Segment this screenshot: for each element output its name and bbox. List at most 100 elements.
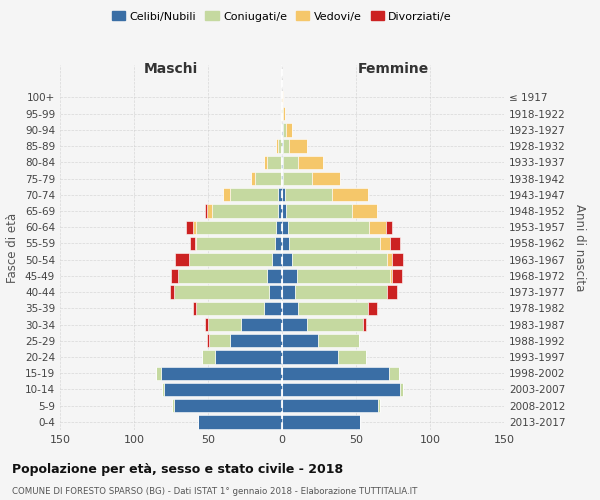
Bar — [282, 188, 285, 202]
Bar — [282, 318, 307, 331]
Bar — [378, 399, 380, 412]
Bar — [156, 366, 161, 380]
Bar — [251, 172, 256, 185]
Bar — [307, 318, 364, 331]
Bar — [392, 269, 402, 282]
Bar — [276, 220, 282, 234]
Bar — [174, 399, 282, 412]
Bar — [370, 220, 386, 234]
Bar — [390, 269, 392, 282]
Bar — [390, 237, 400, 250]
Bar — [178, 269, 267, 282]
Y-axis label: Fasce di età: Fasce di età — [7, 212, 19, 282]
Bar — [282, 334, 317, 347]
Bar — [297, 269, 390, 282]
Bar — [282, 204, 286, 218]
Bar — [282, 366, 389, 380]
Bar — [267, 156, 281, 169]
Bar — [202, 350, 215, 364]
Bar — [282, 156, 283, 169]
Bar — [282, 107, 283, 120]
Bar — [230, 334, 282, 347]
Bar — [162, 383, 164, 396]
Bar — [282, 91, 283, 104]
Bar — [172, 399, 174, 412]
Bar — [282, 302, 298, 315]
Bar — [387, 286, 397, 299]
Bar — [170, 286, 174, 299]
Bar — [282, 415, 361, 428]
Bar — [286, 204, 352, 218]
Bar — [189, 253, 272, 266]
Bar — [278, 204, 282, 218]
Bar — [171, 269, 178, 282]
Bar — [332, 188, 368, 202]
Bar — [282, 220, 288, 234]
Bar — [281, 156, 282, 169]
Bar — [282, 237, 289, 250]
Bar — [164, 383, 282, 396]
Bar — [212, 204, 278, 218]
Bar — [289, 140, 307, 153]
Bar — [208, 318, 241, 331]
Y-axis label: Anni di nascita: Anni di nascita — [574, 204, 586, 291]
Bar — [206, 334, 209, 347]
Bar — [311, 172, 340, 185]
Bar — [161, 366, 282, 380]
Bar — [283, 123, 286, 136]
Bar — [190, 237, 194, 250]
Bar — [281, 172, 282, 185]
Bar — [295, 286, 387, 299]
Text: COMUNE DI FORESTO SPARSO (BG) - Dati ISTAT 1° gennaio 2018 - Elaborazione TUTTIT: COMUNE DI FORESTO SPARSO (BG) - Dati IST… — [12, 488, 418, 496]
Bar — [186, 220, 193, 234]
Bar — [278, 140, 282, 153]
Bar — [278, 188, 282, 202]
Bar — [196, 302, 264, 315]
Bar — [267, 269, 282, 282]
Bar — [269, 286, 282, 299]
Bar — [386, 220, 392, 234]
Bar — [283, 156, 298, 169]
Bar — [193, 302, 196, 315]
Bar — [205, 318, 208, 331]
Bar — [256, 172, 281, 185]
Bar — [281, 123, 282, 136]
Bar — [400, 383, 403, 396]
Bar — [264, 156, 267, 169]
Bar — [317, 334, 359, 347]
Bar — [282, 286, 295, 299]
Bar — [206, 204, 212, 218]
Bar — [223, 188, 230, 202]
Bar — [364, 318, 367, 331]
Bar — [292, 253, 387, 266]
Bar — [174, 286, 269, 299]
Bar — [298, 156, 323, 169]
Legend: Celibi/Nubili, Coniugati/e, Vedovi/e, Divorziati/e: Celibi/Nubili, Coniugati/e, Vedovi/e, Di… — [107, 6, 457, 26]
Bar — [194, 237, 196, 250]
Bar — [282, 253, 292, 266]
Bar — [392, 253, 403, 266]
Bar — [282, 123, 283, 136]
Bar — [282, 172, 283, 185]
Text: Maschi: Maschi — [144, 62, 198, 76]
Bar — [272, 253, 282, 266]
Bar — [197, 415, 282, 428]
Bar — [288, 220, 370, 234]
Bar — [389, 366, 399, 380]
Bar — [196, 220, 276, 234]
Bar — [368, 302, 377, 315]
Bar — [230, 188, 278, 202]
Bar — [282, 140, 283, 153]
Text: Femmine: Femmine — [358, 62, 428, 76]
Bar — [283, 172, 311, 185]
Bar — [209, 334, 230, 347]
Bar — [282, 269, 297, 282]
Bar — [298, 302, 368, 315]
Bar — [282, 399, 378, 412]
Bar — [285, 188, 332, 202]
Bar — [193, 220, 196, 234]
Bar — [380, 237, 390, 250]
Bar — [283, 107, 285, 120]
Bar — [275, 237, 282, 250]
Bar — [241, 318, 282, 331]
